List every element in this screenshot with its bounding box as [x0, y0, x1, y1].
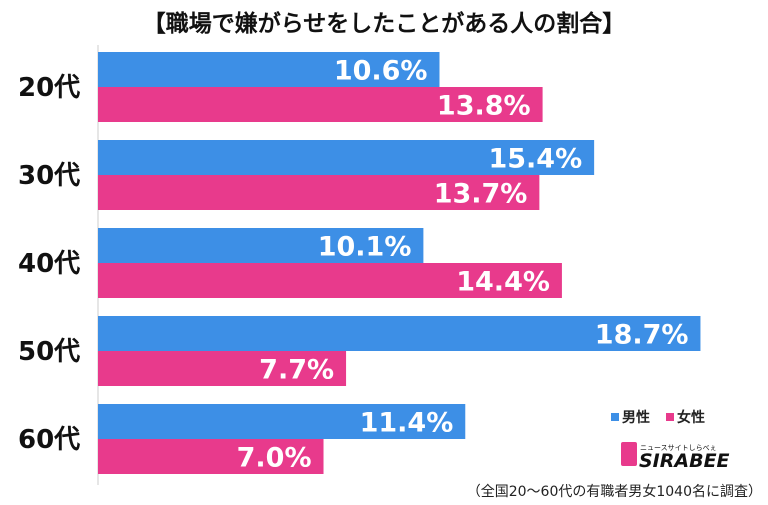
data-label-male-50: 18.7% [595, 320, 689, 351]
legend-label-male: 男性 [622, 409, 650, 426]
plot-area: 20代 10.6% 13.8% 30代 15.4% 13.7% 40代 10.1% 14.4% 5… [18, 52, 701, 474]
category-label-30: 30代 [18, 161, 80, 191]
data-label-male-30: 15.4% [488, 144, 582, 175]
sirabee-logo: ニュースサイトしらべぇ SIRABEE [621, 442, 730, 472]
category-label-60: 60代 [18, 425, 80, 455]
data-label-male-20: 10.6% [334, 56, 428, 87]
legend-label-female: 女性 [677, 409, 705, 426]
bar-female-30 [98, 175, 540, 210]
bar-female-50 [98, 351, 347, 386]
data-label-female-60: 7.0% [237, 443, 312, 474]
chart-title: 【職場で嫌がらせをしたことがある人の割合】 [143, 10, 626, 37]
bar-male-60 [98, 404, 466, 439]
data-label-female-50: 7.7% [259, 355, 334, 386]
legend-swatch-female [666, 413, 674, 421]
survey-note: （全国20〜60代の有職者男女1040名に調査） [467, 483, 762, 500]
logo-mark [621, 442, 637, 466]
logo-wordmark: SIRABEE [639, 450, 730, 472]
bar-male-30 [98, 140, 595, 175]
bar-male-40 [98, 228, 424, 263]
data-label-female-40: 14.4% [456, 267, 550, 298]
category-label-50: 50代 [18, 337, 80, 367]
bar-female-60 [98, 439, 324, 474]
bar-male-20 [98, 52, 440, 87]
data-label-male-40: 10.1% [318, 232, 412, 263]
category-label-20: 20代 [18, 73, 80, 103]
bar-male-50 [98, 316, 701, 351]
data-label-female-20: 13.8% [437, 91, 531, 122]
legend: 男性 女性 [611, 409, 705, 426]
data-label-female-30: 13.7% [434, 179, 528, 210]
legend-swatch-male [611, 413, 619, 421]
logo-subtitle: ニュースサイトしらべぇ [640, 444, 717, 452]
category-label-40: 40代 [18, 249, 80, 279]
data-label-male-60: 11.4% [360, 408, 454, 439]
bar-female-20 [98, 87, 543, 122]
bar-female-40 [98, 263, 562, 298]
